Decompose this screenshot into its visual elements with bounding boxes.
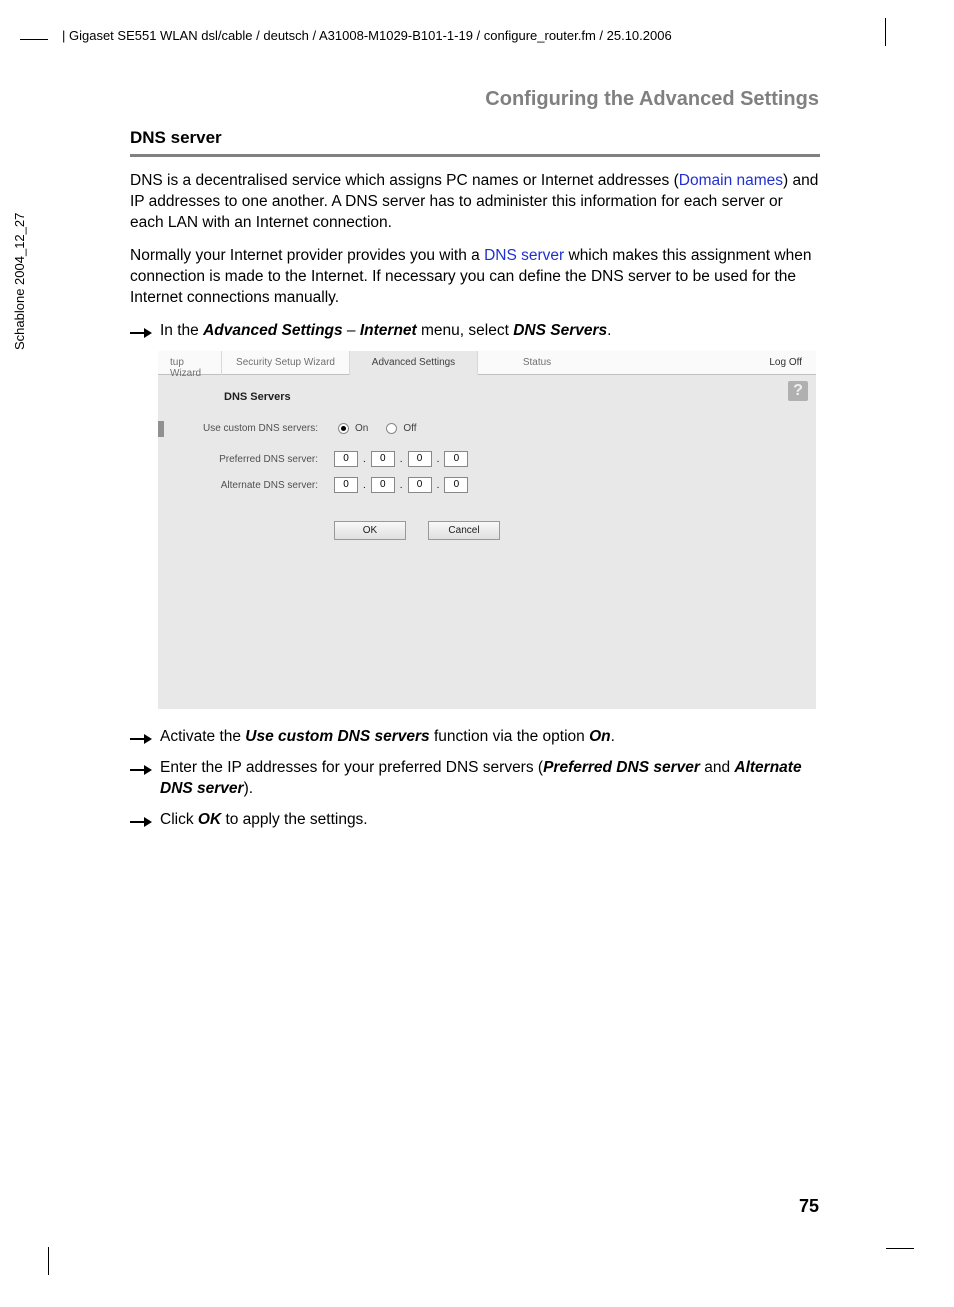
ip-octet-input[interactable]: 0 (408, 451, 432, 467)
tab-security-wizard[interactable]: Security Setup Wizard (222, 351, 350, 375)
label-custom-dns: Use custom DNS servers: (158, 423, 326, 434)
header-path: | Gigaset SE551 WLAN dsl/cable / deutsch… (62, 28, 672, 43)
tab-bar: tup Wizard Security Setup Wizard Advance… (158, 351, 816, 375)
ip-octet-input[interactable]: 0 (334, 451, 358, 467)
chapter-title: Configuring the Advanced Settings (485, 88, 819, 111)
ip-octet-input[interactable]: 0 (408, 477, 432, 493)
text: to apply the settings. (221, 811, 367, 828)
dot: . (363, 454, 366, 465)
content-area: DNS server DNS is a decentralised servic… (130, 128, 820, 841)
dot: . (400, 454, 403, 465)
ok-button[interactable]: OK (334, 521, 406, 540)
radio-off[interactable] (386, 423, 397, 434)
text: ). (244, 780, 253, 797)
ip-input-preferred: 0. 0. 0. 0 (334, 451, 468, 467)
paragraph-1: DNS is a decentralised service which ass… (130, 171, 820, 234)
text: Enter the IP addresses for your preferre… (160, 759, 543, 776)
arrow-icon (130, 325, 152, 346)
text-bold: On (589, 728, 611, 745)
instruction-2: Activate the Use custom DNS servers func… (130, 727, 820, 748)
text-bold: Preferred DNS server (543, 759, 700, 776)
ip-octet-input[interactable]: 0 (334, 477, 358, 493)
label-alternate-dns: Alternate DNS server: (158, 480, 326, 491)
paragraph-2: Normally your Internet provider provides… (130, 246, 820, 309)
page-title: DNS Servers (224, 391, 291, 403)
tab-advanced-settings[interactable]: Advanced Settings (350, 351, 478, 375)
ip-input-alternate: 0. 0. 0. 0 (334, 477, 468, 493)
text-bold: Internet (360, 322, 417, 339)
dot: . (437, 454, 440, 465)
section-rule (130, 154, 820, 157)
arrow-icon (130, 762, 152, 783)
screenshot-body: DNS Servers ? Use custom DNS servers: On… (158, 375, 816, 709)
arrow-icon (130, 814, 152, 835)
text: – (343, 322, 360, 339)
router-ui-screenshot: tup Wizard Security Setup Wizard Advance… (158, 351, 816, 709)
instruction-4: Click OK to apply the settings. (130, 810, 820, 831)
radio-on-label: On (355, 423, 368, 434)
text: . (611, 728, 615, 745)
text: . (607, 322, 611, 339)
arrow-icon (130, 731, 152, 752)
text: DNS is a decentralised service which ass… (130, 172, 679, 189)
crop-mark (20, 39, 48, 40)
template-note: Schablone 2004_12_27 (12, 213, 27, 350)
text-bold: Advanced Settings (203, 322, 343, 339)
link-domain-names[interactable]: Domain names (679, 172, 783, 189)
crop-mark (886, 1248, 914, 1249)
ip-octet-input[interactable]: 0 (444, 477, 468, 493)
text: Click (160, 811, 198, 828)
row-preferred-dns: Preferred DNS server: 0. 0. 0. 0 (158, 451, 816, 467)
logoff-link[interactable]: Log Off (769, 357, 802, 368)
section-heading: DNS server (130, 128, 820, 148)
tab-status[interactable]: Status (478, 351, 596, 375)
text: In the (160, 322, 203, 339)
ip-octet-input[interactable]: 0 (371, 451, 395, 467)
button-row: OK Cancel (334, 521, 500, 540)
dot: . (363, 480, 366, 491)
ip-octet-input[interactable]: 0 (371, 477, 395, 493)
row-alternate-dns: Alternate DNS server: 0. 0. 0. 0 (158, 477, 816, 493)
text: menu, select (417, 322, 514, 339)
radio-off-label: Off (403, 423, 416, 434)
text: Normally your Internet provider provides… (130, 247, 484, 264)
text-bold: Use custom DNS servers (245, 728, 429, 745)
text: function via the option (430, 728, 589, 745)
text-bold: OK (198, 811, 221, 828)
text: and (700, 759, 734, 776)
crop-mark (885, 18, 886, 46)
dot: . (437, 480, 440, 491)
tab-setup-wizard[interactable]: tup Wizard (158, 351, 222, 375)
cancel-button[interactable]: Cancel (428, 521, 500, 540)
ip-octet-input[interactable]: 0 (444, 451, 468, 467)
crop-mark (48, 1247, 49, 1275)
link-dns-server[interactable]: DNS server (484, 247, 564, 264)
help-icon[interactable]: ? (788, 381, 808, 401)
dot: . (400, 480, 403, 491)
text-bold: DNS Servers (513, 322, 607, 339)
radio-on[interactable] (338, 423, 349, 434)
page-number: 75 (799, 1196, 819, 1217)
instruction-3: Enter the IP addresses for your preferre… (130, 758, 820, 800)
row-custom-dns: Use custom DNS servers: On Off (158, 423, 816, 434)
row-buttons: OK Cancel (158, 521, 816, 540)
text: Activate the (160, 728, 245, 745)
instruction-1: In the Advanced Settings – Internet menu… (130, 321, 820, 342)
label-preferred-dns: Preferred DNS server: (158, 454, 326, 465)
radio-group: On Off (326, 423, 431, 434)
